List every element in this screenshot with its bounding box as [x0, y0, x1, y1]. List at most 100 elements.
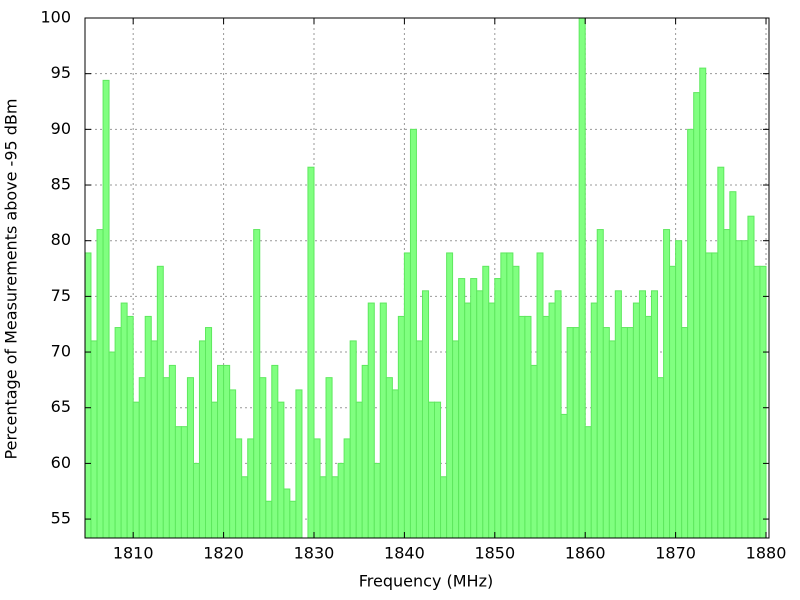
bar — [343, 438, 351, 539]
bar — [217, 364, 225, 539]
bar — [482, 265, 490, 539]
bar — [681, 327, 689, 539]
y-tick-label: 55 — [51, 509, 71, 528]
bar — [247, 438, 255, 539]
bar — [259, 377, 267, 539]
bar — [229, 389, 237, 539]
bar — [687, 128, 695, 539]
x-tick-label: 1860 — [565, 544, 606, 563]
bar — [271, 364, 279, 539]
bar — [144, 315, 152, 539]
bar — [705, 252, 713, 539]
bar — [717, 166, 725, 539]
bar — [150, 340, 158, 539]
x-axis-label: Frequency (MHz) — [359, 572, 493, 591]
bar — [403, 252, 411, 539]
bar — [723, 229, 731, 539]
bar — [379, 302, 387, 539]
bar — [319, 476, 327, 539]
bar — [102, 79, 110, 539]
bar — [265, 500, 273, 539]
bar — [198, 340, 207, 539]
bar — [156, 265, 164, 539]
bar — [295, 389, 303, 539]
bar — [524, 315, 532, 539]
bar — [162, 377, 170, 539]
bar — [596, 229, 604, 539]
bar — [584, 426, 592, 539]
bar — [325, 377, 333, 539]
bar — [693, 92, 701, 539]
plot-frame — [84, 17, 770, 539]
y-tick-label: 65 — [51, 397, 71, 416]
bar — [235, 438, 243, 539]
bar — [138, 377, 146, 539]
bar — [192, 462, 200, 539]
bar — [657, 377, 665, 539]
bar — [205, 327, 213, 539]
bar — [759, 265, 767, 539]
bar — [729, 191, 737, 539]
y-tick-label: 75 — [51, 286, 71, 305]
bar — [446, 252, 454, 539]
bar — [458, 278, 466, 539]
bar — [602, 327, 610, 539]
bar — [506, 252, 514, 539]
bar — [638, 290, 647, 539]
bar — [512, 265, 520, 539]
bar — [253, 229, 261, 539]
bar — [548, 302, 556, 539]
bar — [560, 413, 568, 539]
bar — [307, 166, 315, 539]
y-tick-label: 95 — [51, 63, 71, 82]
bar — [421, 290, 430, 539]
bar — [313, 438, 321, 539]
bar — [572, 327, 580, 539]
bar — [452, 340, 460, 539]
bar — [367, 302, 375, 539]
bar — [241, 476, 249, 539]
bar — [277, 401, 285, 539]
bar — [391, 389, 399, 539]
bar — [747, 215, 755, 539]
x-tick-label: 1850 — [474, 544, 515, 563]
bar — [614, 290, 622, 539]
bar — [385, 377, 393, 539]
y-tick-label: 80 — [51, 230, 71, 249]
bar — [464, 302, 472, 539]
bar — [168, 364, 176, 539]
bar — [126, 315, 134, 539]
bar — [536, 252, 544, 539]
x-tick-label: 1880 — [746, 544, 787, 563]
bar — [186, 377, 194, 539]
bar — [289, 500, 297, 539]
bar — [650, 290, 659, 539]
bar — [174, 426, 182, 539]
bar — [440, 476, 448, 539]
bar — [590, 302, 598, 539]
bar — [108, 351, 116, 539]
bar — [349, 340, 357, 539]
bar — [114, 327, 122, 539]
bar — [626, 327, 634, 539]
bar — [96, 229, 104, 539]
x-tick-label: 1830 — [294, 544, 335, 563]
x-tick-label: 1820 — [203, 544, 244, 563]
bar — [711, 252, 719, 539]
bar — [500, 252, 508, 539]
bar — [488, 302, 496, 539]
bar — [470, 278, 478, 539]
bar — [675, 240, 683, 539]
bar — [663, 229, 671, 539]
bar — [620, 327, 628, 539]
bar — [699, 67, 707, 539]
bar — [132, 401, 140, 539]
bar — [409, 128, 417, 539]
y-tick-label: 100 — [40, 8, 71, 27]
bar — [518, 315, 526, 539]
bar — [645, 315, 652, 539]
y-tick-label: 70 — [51, 342, 71, 361]
y-tick-label: 90 — [51, 119, 71, 138]
bar — [735, 240, 743, 539]
